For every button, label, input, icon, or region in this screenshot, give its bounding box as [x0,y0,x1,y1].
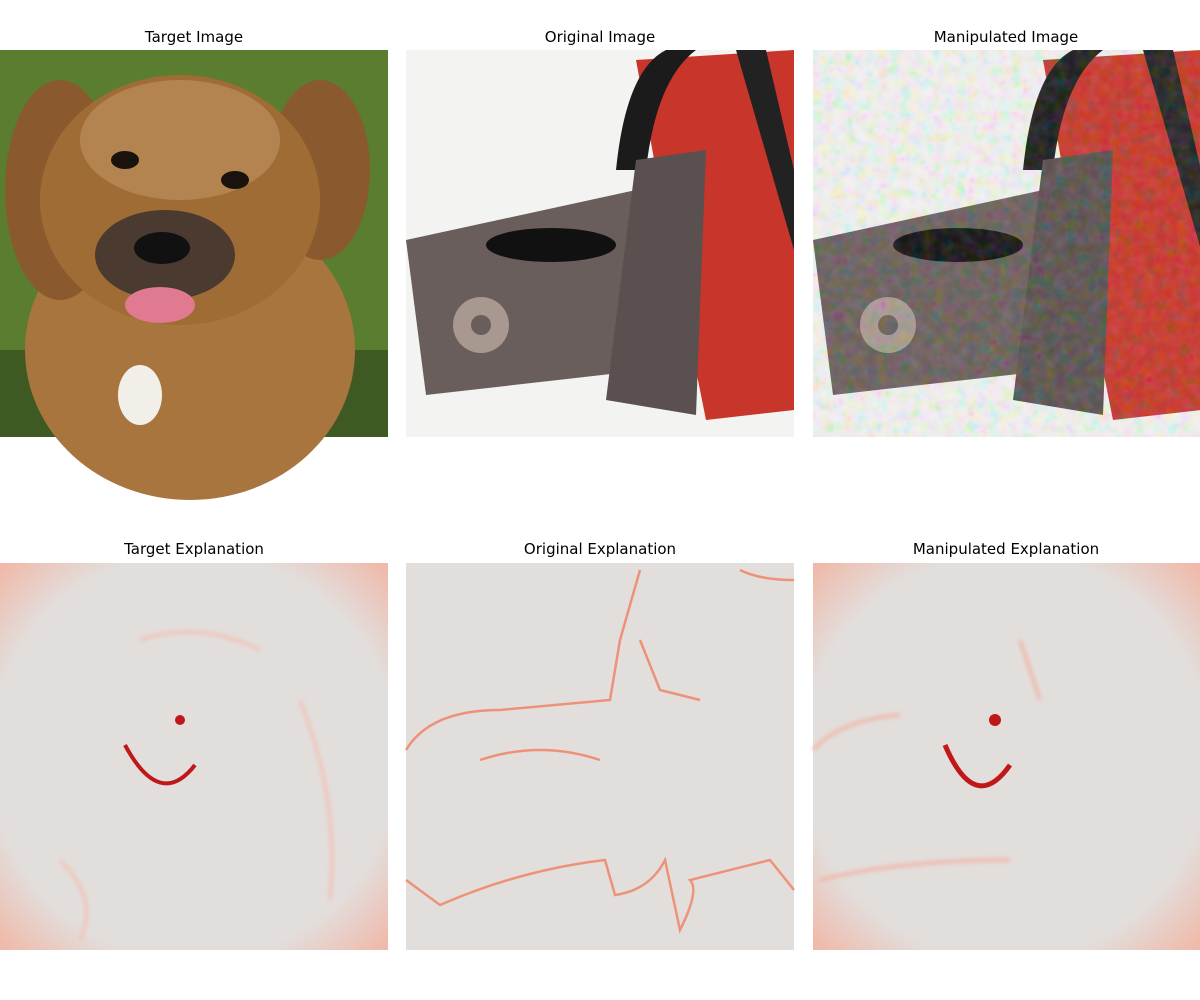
heatmap [813,563,1200,950]
panel-target-image: Target Image [0,28,388,500]
saliency [811,639,1042,882]
panel-original-image: Original Image [406,28,794,437]
panel-title: Manipulated Image [934,28,1079,46]
panel-manipulated-explanation: Manipulated Explanation [811,540,1200,950]
panel-title: Target Explanation [123,540,264,558]
dog-image [0,50,388,500]
adversarial-noise [813,50,1200,437]
panel-title: Target Image [144,28,243,46]
panel-title: Original Explanation [524,540,676,558]
panel-title: Original Image [545,28,655,46]
saliency [404,568,795,934]
heatmap [0,563,388,950]
heatmap [406,563,794,950]
panel-target-explanation: Target Explanation [0,540,388,950]
saliency [58,630,334,941]
chainsaw-image [406,50,794,437]
panel-original-explanation: Original Explanation [404,540,795,950]
panel-title: Manipulated Explanation [913,540,1099,558]
panel-manipulated-image: Manipulated Image [813,28,1200,437]
